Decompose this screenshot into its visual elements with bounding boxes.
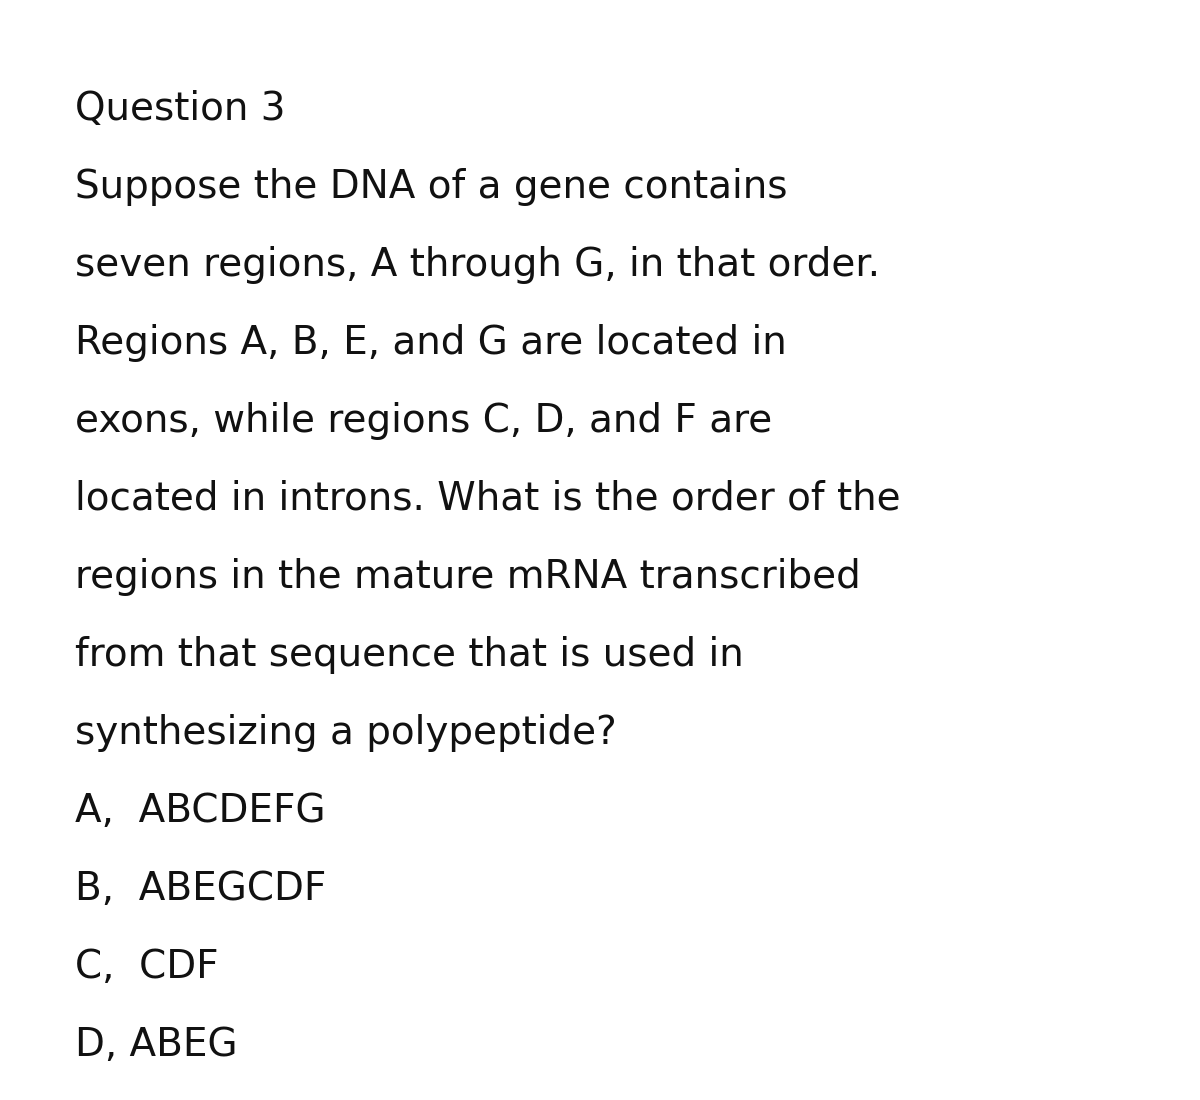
Text: seven regions, A through G, in that order.: seven regions, A through G, in that orde… <box>74 246 880 284</box>
Text: from that sequence that is used in: from that sequence that is used in <box>74 636 744 674</box>
Text: Question 3: Question 3 <box>74 90 286 128</box>
Text: located in introns. What is the order of the: located in introns. What is the order of… <box>74 480 901 518</box>
Text: regions in the mature mRNA transcribed: regions in the mature mRNA transcribed <box>74 558 860 596</box>
Text: exons, while regions C, D, and F are: exons, while regions C, D, and F are <box>74 402 773 440</box>
Text: B,  ABEGCDF: B, ABEGCDF <box>74 870 326 907</box>
Text: Regions A, B, E, and G are located in: Regions A, B, E, and G are located in <box>74 324 787 362</box>
Text: Suppose the DNA of a gene contains: Suppose the DNA of a gene contains <box>74 168 787 206</box>
Text: D, ABEG: D, ABEG <box>74 1026 238 1064</box>
Text: C,  CDF: C, CDF <box>74 948 218 986</box>
Text: synthesizing a polypeptide?: synthesizing a polypeptide? <box>74 714 617 752</box>
Text: A,  ABCDEFG: A, ABCDEFG <box>74 792 325 830</box>
